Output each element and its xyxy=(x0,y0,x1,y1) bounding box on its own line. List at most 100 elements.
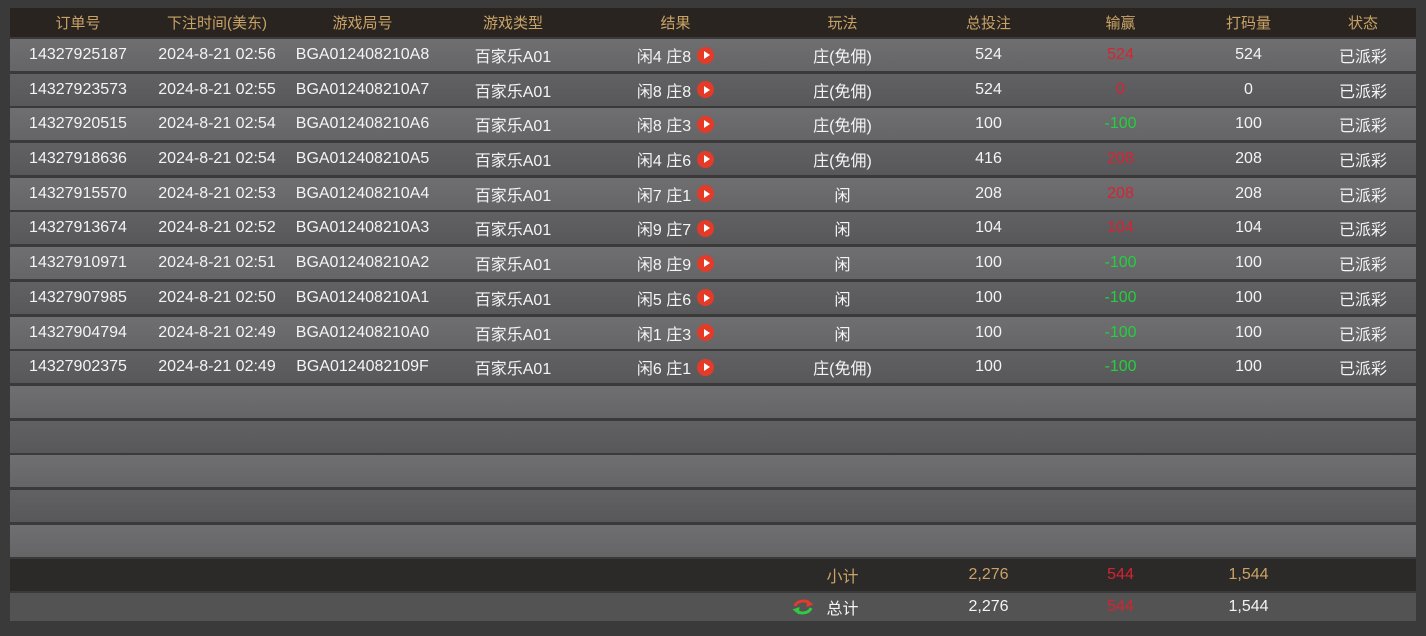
cell-win-loss: -100 xyxy=(1104,254,1137,272)
cell-total-bet: 100 xyxy=(975,115,1002,133)
cell-win-loss: -100 xyxy=(1104,115,1137,133)
play-result-icon[interactable] xyxy=(697,289,715,307)
cell-order-id: 14327918636 xyxy=(29,150,127,168)
play-result-icon[interactable] xyxy=(697,358,715,376)
cell-bet-time: 2024-8-21 02:54 xyxy=(158,150,276,168)
play-result-icon[interactable] xyxy=(697,46,715,64)
cell-total-bet: 100 xyxy=(975,358,1002,376)
cell-result: 闲5 庄6 xyxy=(589,286,762,310)
result-text: 闲8 庄8 xyxy=(636,83,692,101)
cell-status: 已派彩 xyxy=(1338,153,1387,171)
cell-play-type: 闲 xyxy=(834,222,851,240)
cell-play-type: 庄(免佣) xyxy=(813,361,872,379)
cell-game-type: 百家乐A01 xyxy=(474,257,552,275)
cell-total-bet: 104 xyxy=(975,219,1002,237)
cell-total-bet: 208 xyxy=(975,184,1002,202)
subtotal-label: 小计 xyxy=(826,569,859,587)
subtotal-win-loss: 544 xyxy=(1107,566,1134,584)
table-row: 14327925187 2024-8-21 02:56 BGA012408210… xyxy=(10,39,1416,71)
table-row: 14327920515 2024-8-21 02:54 BGA012408210… xyxy=(10,108,1416,141)
cell-result: 闲8 庄9 xyxy=(589,251,762,275)
cell-game-round: BGA012408210A0 xyxy=(295,323,430,341)
cell-turnover: 104 xyxy=(1235,219,1262,237)
table-row: 14327902375 2024-8-21 02:49 BGA012408210… xyxy=(10,351,1416,384)
cell-turnover: 100 xyxy=(1235,323,1262,341)
refresh-icon[interactable] xyxy=(792,597,814,617)
result-text: 闲1 庄3 xyxy=(636,326,692,344)
cell-bet-time: 2024-8-21 02:54 xyxy=(158,115,276,133)
result-text: 闲8 庄3 xyxy=(636,118,692,136)
cell-play-type: 庄(免佣) xyxy=(813,83,872,101)
cell-bet-time: 2024-8-21 02:49 xyxy=(158,358,276,376)
result-text: 闲4 庄8 xyxy=(636,49,692,66)
cell-result: 闲8 庄8 xyxy=(589,78,762,102)
cell-play-type: 庄(免佣) xyxy=(813,118,872,136)
table-header-row: 订单号 下注时间(美东) 游戏局号 游戏类型 结果 玩法 总投注 输赢 打码量 … xyxy=(10,8,1416,37)
column-header-game-round: 游戏局号 xyxy=(332,15,393,32)
result-text: 闲7 庄1 xyxy=(636,187,692,205)
play-result-icon[interactable] xyxy=(697,324,715,341)
play-result-icon[interactable] xyxy=(697,115,715,133)
subtotal-total-bet: 2,276 xyxy=(968,566,1009,584)
column-header-game-type: 游戏类型 xyxy=(482,15,543,32)
cell-game-round: BGA012408210A4 xyxy=(295,184,430,202)
table-row: 14327915570 2024-8-21 02:53 BGA012408210… xyxy=(10,177,1416,210)
cell-total-bet: 100 xyxy=(975,254,1002,272)
cell-game-round: BGA012408210A8 xyxy=(295,46,430,63)
cell-bet-time: 2024-8-21 02:49 xyxy=(158,323,276,341)
play-result-icon[interactable] xyxy=(697,150,715,168)
cell-bet-time: 2024-8-21 02:51 xyxy=(158,254,276,272)
cell-game-round: BGA0124082109F xyxy=(296,358,429,376)
column-header-turnover: 打码量 xyxy=(1225,15,1271,32)
total-row: 总计 2,276 544 1,544 xyxy=(10,593,1416,622)
cell-order-id: 14327902375 xyxy=(29,358,127,376)
cell-turnover: 100 xyxy=(1235,358,1262,376)
total-total-bet: 2,276 xyxy=(968,598,1009,616)
cell-result: 闲9 庄7 xyxy=(589,216,762,240)
empty-row xyxy=(10,489,1416,522)
cell-turnover: 208 xyxy=(1235,150,1262,168)
column-header-result: 结果 xyxy=(660,15,691,32)
play-result-icon[interactable] xyxy=(697,81,715,99)
column-header-bet-time: 下注时间(美东) xyxy=(167,15,267,32)
result-text: 闲8 庄9 xyxy=(636,257,692,275)
cell-status: 已派彩 xyxy=(1338,257,1387,275)
cell-total-bet: 524 xyxy=(975,46,1002,63)
cell-play-type: 闲 xyxy=(834,187,851,205)
cell-status: 已派彩 xyxy=(1338,291,1387,309)
cell-win-loss: -100 xyxy=(1104,323,1137,341)
cell-status: 已派彩 xyxy=(1338,361,1387,379)
cell-win-loss: 104 xyxy=(1107,219,1134,237)
column-header-play-type: 玩法 xyxy=(827,15,858,32)
cell-game-type: 百家乐A01 xyxy=(474,222,552,240)
play-triangle-icon xyxy=(703,328,710,337)
cell-win-loss: 208 xyxy=(1107,150,1134,168)
total-turnover: 1,544 xyxy=(1228,598,1269,616)
column-header-status: 状态 xyxy=(1347,15,1378,32)
cell-order-id: 14327915570 xyxy=(29,184,127,202)
total-label: 总计 xyxy=(826,601,859,619)
play-result-icon[interactable] xyxy=(697,219,715,237)
cell-game-type: 百家乐A01 xyxy=(474,49,552,66)
cell-order-id: 14327907985 xyxy=(29,288,127,306)
column-header-total-bet: 总投注 xyxy=(965,15,1011,32)
table-row: 14327904794 2024-8-21 02:49 BGA012408210… xyxy=(10,316,1416,349)
cell-order-id: 14327910971 xyxy=(29,254,127,272)
cell-game-type: 百家乐A01 xyxy=(474,291,552,309)
cell-total-bet: 100 xyxy=(975,323,1002,341)
cell-status: 已派彩 xyxy=(1338,187,1387,205)
cell-game-type: 百家乐A01 xyxy=(474,118,552,136)
play-result-icon[interactable] xyxy=(697,185,715,203)
cell-result: 闲1 庄3 xyxy=(589,321,762,345)
cell-status: 已派彩 xyxy=(1338,222,1387,240)
cell-turnover: 208 xyxy=(1235,184,1262,202)
table-row: 14327923573 2024-8-21 02:55 BGA012408210… xyxy=(10,73,1416,106)
cell-win-loss: -100 xyxy=(1104,288,1137,306)
play-triangle-icon xyxy=(703,120,710,129)
cell-result: 闲4 庄8 xyxy=(589,43,762,67)
total-label-cell: 总计 xyxy=(762,595,923,619)
empty-row xyxy=(10,524,1416,557)
cell-total-bet: 416 xyxy=(975,150,1002,168)
play-result-icon[interactable] xyxy=(697,254,715,272)
